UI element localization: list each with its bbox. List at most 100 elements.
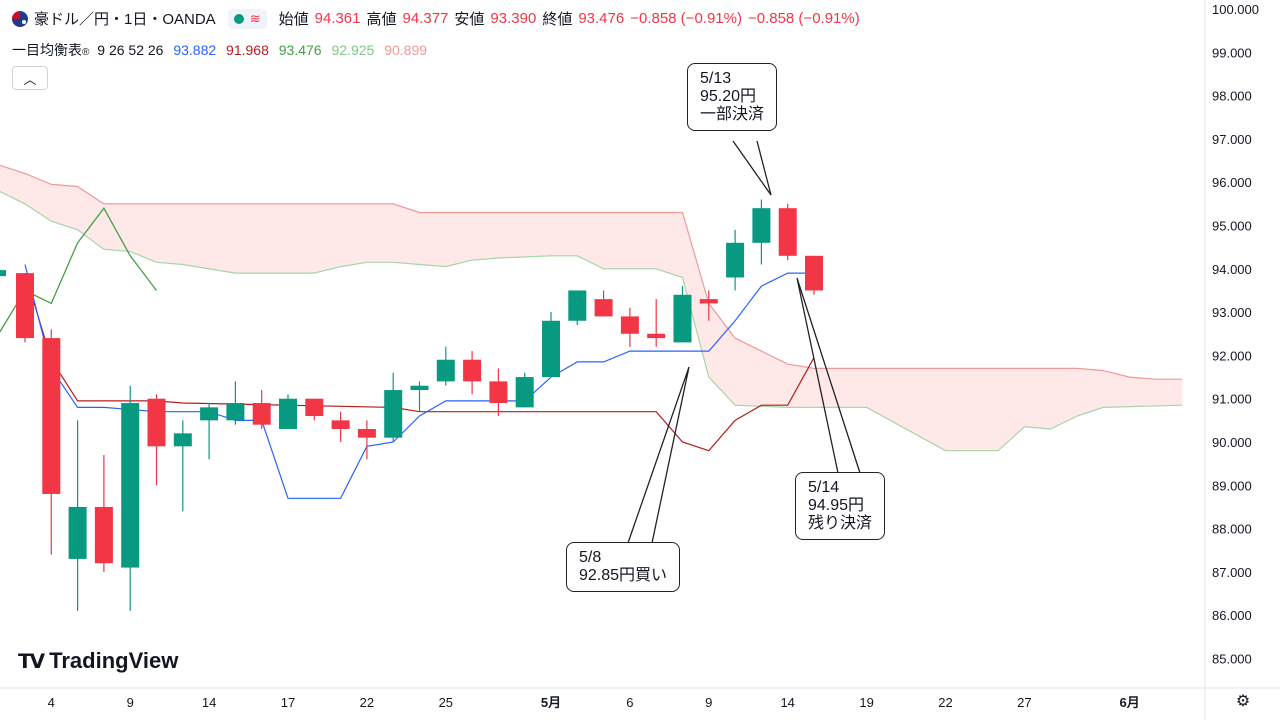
candle-body (410, 385, 429, 391)
candle-body (147, 398, 166, 447)
price-tick-label: 94.000 (1212, 262, 1252, 277)
note-line: 5/14 (808, 479, 840, 496)
ichimoku-legend[interactable]: 一目均衡表® 9 26 52 26 93.882 91.968 93.476 9… (12, 40, 433, 60)
time-tick-label: 17 (281, 695, 295, 710)
candle-body (778, 208, 797, 256)
time-tick-label: 14 (780, 695, 794, 710)
candle-body (805, 255, 823, 291)
time-tick-label: 9 (127, 695, 134, 710)
candle-body (542, 320, 560, 378)
candle-body (515, 377, 534, 408)
price-tick-label: 93.000 (1212, 305, 1252, 320)
price-tick-label: 90.000 (1212, 435, 1252, 450)
au-flag-icon (12, 10, 28, 27)
change-value-2: −0.858 (−0.91%) (747, 10, 860, 27)
price-tick-label: 96.000 (1212, 175, 1252, 190)
time-tick-label: 25 (439, 695, 453, 710)
candle-body (436, 359, 455, 382)
high-label: 高値 (366, 11, 397, 28)
kumo-cloud (0, 165, 1183, 451)
price-tick-label: 89.000 (1212, 478, 1252, 493)
time-tick-label: 14 (202, 695, 216, 710)
indicator-params: 9 26 52 26 (97, 42, 164, 58)
ind-val-1: 91.968 (226, 42, 269, 58)
price-tick-label: 88.000 (1212, 522, 1252, 537)
candle-body (647, 333, 666, 339)
tv-logo-icon: 𝗧𝗩 (18, 650, 45, 673)
price-tick-label: 98.000 (1212, 89, 1252, 104)
low-value: 93.390 (490, 10, 537, 27)
time-tick-label: 22 (938, 695, 952, 710)
tradingview-logo[interactable]: 𝗧𝗩 TradingView (18, 648, 178, 674)
kijun-line (24, 272, 815, 452)
candle-body (305, 398, 324, 417)
indicator-name: 一目均衡表 (12, 42, 82, 58)
candle-body (16, 273, 34, 339)
ind-val-2: 93.476 (278, 42, 322, 58)
price-tick-label: 86.000 (1212, 608, 1252, 623)
time-tick-label: 4 (48, 695, 55, 710)
note-line: 残り決済 (808, 515, 873, 532)
candle-body (357, 429, 376, 438)
time-tick-label: 22 (360, 695, 374, 710)
collapse-legend-button[interactable]: ︿ (12, 66, 48, 90)
candle-body (42, 338, 61, 494)
candle-body (226, 403, 245, 421)
candle-body (463, 359, 482, 382)
callout-pointer-5-14 (796, 277, 861, 474)
brand-name: TradingView (49, 648, 179, 673)
candle-body (68, 506, 87, 559)
candle-body (489, 381, 508, 404)
note-line: 5/13 (700, 70, 732, 87)
candle-body (594, 299, 613, 317)
candle-body (384, 390, 403, 438)
candle-body (726, 242, 745, 278)
note-line: 一部決済 (700, 106, 765, 123)
annotation-5-14: 5/14 94.95円 残り決済 (795, 472, 886, 540)
candle-body (279, 398, 297, 430)
registered-icon: ® (82, 47, 90, 58)
high-value: 94.377 (402, 10, 449, 27)
annotation-5-13: 5/13 95.20円 一部決済 (687, 63, 778, 131)
change-value: −0.858 (−0.91%) (630, 10, 742, 27)
price-tick-label: 91.000 (1212, 392, 1252, 407)
annotation-5-8: 5/8 92.85円買い (566, 542, 681, 592)
candle-body (673, 294, 692, 343)
symbol-header: 豪ドル／円・1日・OANDA ≋ 始値 94.361 高値 94.377 安値 93.… (12, 8, 860, 29)
last-price-marker (0, 270, 6, 277)
senkou-span-b-line (0, 164, 1183, 380)
price-tick-label: 92.000 (1212, 348, 1252, 363)
open-value: 94.361 (314, 10, 361, 27)
candle-body (252, 403, 271, 425)
note-line: 95.20円 (700, 88, 757, 105)
wave-icon: ≋ (249, 10, 261, 26)
candle-body (200, 407, 219, 421)
symbol-title[interactable]: 豪ドル／円・1日・OANDA (34, 11, 216, 28)
price-tick-label: 85.000 (1212, 652, 1252, 667)
candle-body (699, 299, 718, 304)
low-label: 安値 (454, 11, 485, 28)
candle-body (568, 290, 587, 321)
time-tick-label: 6 (626, 695, 633, 710)
time-tick-label: 5月 (541, 695, 561, 710)
ind-val-0: 93.882 (173, 42, 217, 58)
time-tick-label: 27 (1017, 695, 1031, 710)
settings-gear-icon[interactable]: ⚙ (1235, 693, 1251, 710)
ind-val-3: 92.925 (331, 42, 375, 58)
open-label: 始値 (278, 11, 309, 28)
candle-body (331, 420, 350, 430)
price-tick-label: 87.000 (1212, 565, 1252, 580)
price-tick-label: 97.000 (1212, 132, 1252, 147)
note-line: 5/8 (579, 549, 602, 566)
chevron-up-icon: ︿ (23, 71, 37, 87)
candle-body (752, 208, 771, 243)
ind-val-4: 90.899 (384, 42, 428, 58)
close-value: 93.476 (578, 10, 625, 27)
market-status-pill[interactable]: ≋ (227, 8, 267, 29)
price-tick-label: 100.000 (1212, 2, 1259, 17)
candle-body (620, 316, 639, 334)
tenkan-line (24, 264, 814, 499)
close-label: 終値 (542, 11, 573, 28)
